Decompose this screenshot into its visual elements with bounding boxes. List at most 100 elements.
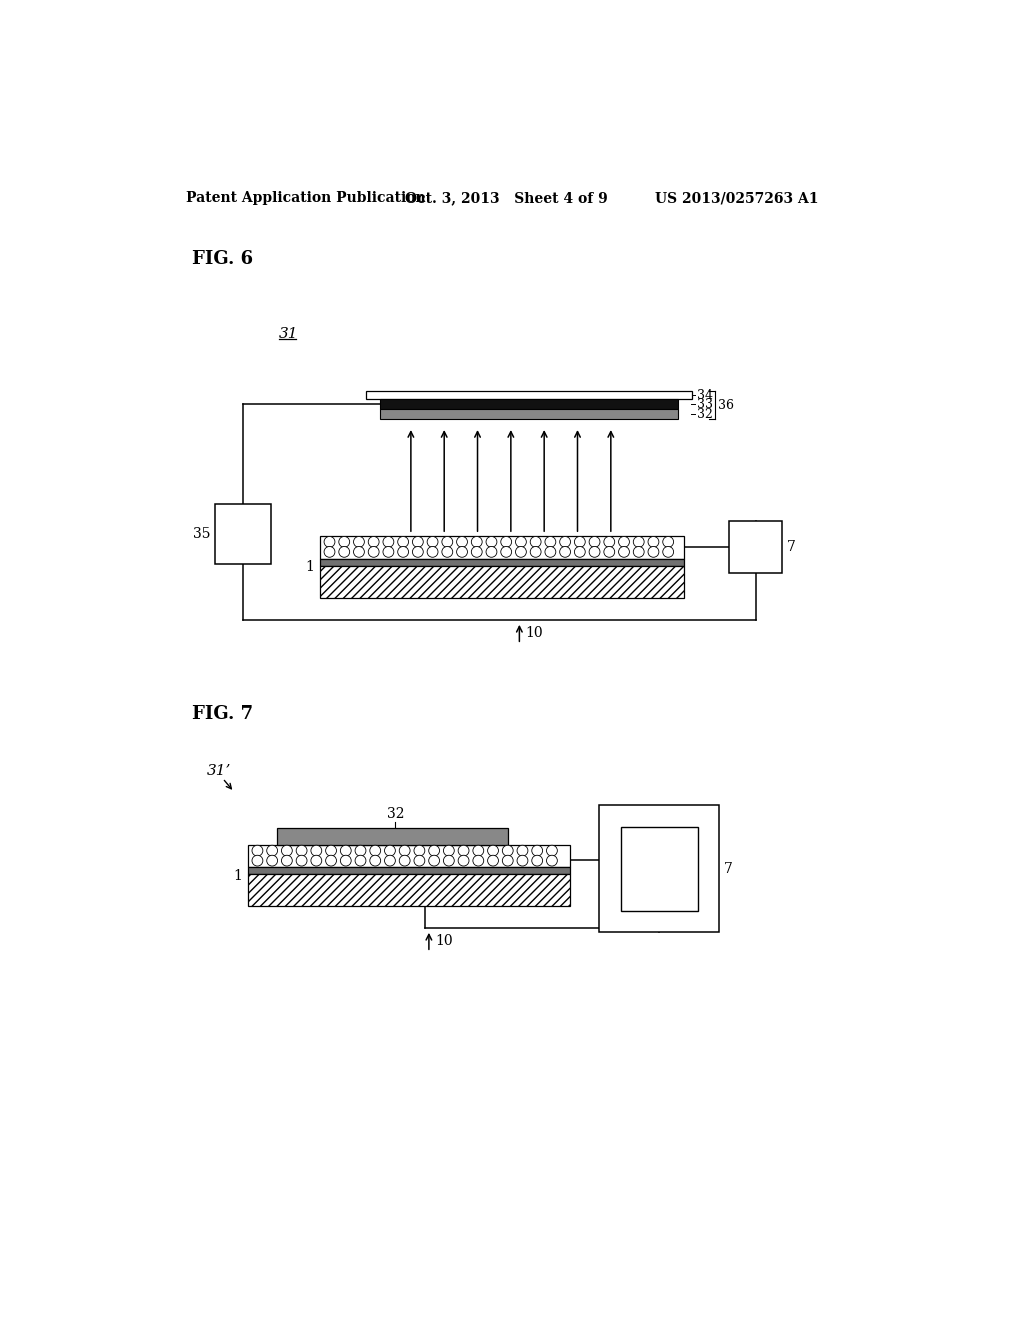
Circle shape — [385, 855, 395, 866]
Circle shape — [266, 845, 278, 857]
Bar — [276, 829, 508, 845]
Circle shape — [383, 546, 394, 557]
Bar — [621, 826, 697, 911]
Text: 1: 1 — [305, 560, 314, 574]
Bar — [321, 558, 684, 566]
Circle shape — [296, 845, 307, 857]
Circle shape — [385, 845, 395, 857]
Text: FIG. 7: FIG. 7 — [191, 705, 253, 723]
Circle shape — [589, 546, 600, 557]
Circle shape — [517, 845, 528, 857]
Circle shape — [547, 845, 557, 857]
Circle shape — [369, 536, 379, 548]
Circle shape — [370, 845, 381, 857]
Bar — [380, 400, 678, 409]
Text: 32: 32 — [697, 408, 713, 421]
Circle shape — [604, 546, 614, 557]
Circle shape — [397, 536, 409, 548]
Circle shape — [501, 546, 512, 557]
Circle shape — [503, 855, 513, 866]
Bar — [248, 867, 569, 874]
Circle shape — [442, 546, 453, 557]
Text: US 2013/0257263 A1: US 2013/0257263 A1 — [655, 191, 818, 206]
Circle shape — [324, 536, 335, 548]
Circle shape — [633, 546, 644, 557]
Text: 1: 1 — [233, 869, 242, 883]
Bar — [215, 504, 270, 564]
Circle shape — [457, 546, 467, 557]
Circle shape — [397, 546, 409, 557]
Bar — [321, 566, 684, 598]
Circle shape — [501, 536, 512, 548]
Circle shape — [355, 845, 366, 857]
Text: 7: 7 — [724, 862, 733, 875]
Circle shape — [442, 536, 453, 548]
Circle shape — [443, 845, 455, 857]
Circle shape — [574, 546, 586, 557]
Bar — [380, 409, 678, 420]
Circle shape — [353, 546, 365, 557]
Circle shape — [355, 855, 366, 866]
Circle shape — [413, 546, 423, 557]
Circle shape — [311, 845, 322, 857]
Text: 31’: 31’ — [207, 763, 231, 777]
Circle shape — [530, 546, 541, 557]
Bar — [729, 521, 782, 573]
Circle shape — [458, 845, 469, 857]
Circle shape — [471, 536, 482, 548]
Circle shape — [515, 546, 526, 557]
Circle shape — [663, 546, 674, 557]
Circle shape — [560, 546, 570, 557]
Text: FIG. 6: FIG. 6 — [191, 249, 253, 268]
Circle shape — [487, 855, 499, 866]
Text: 10: 10 — [435, 933, 453, 948]
Circle shape — [266, 855, 278, 866]
Circle shape — [471, 546, 482, 557]
Circle shape — [326, 845, 337, 857]
Text: Oct. 3, 2013   Sheet 4 of 9: Oct. 3, 2013 Sheet 4 of 9 — [406, 191, 608, 206]
Text: 7: 7 — [786, 540, 796, 554]
Circle shape — [458, 855, 469, 866]
Circle shape — [282, 845, 292, 857]
Circle shape — [517, 855, 528, 866]
Circle shape — [311, 855, 322, 866]
Circle shape — [383, 536, 394, 548]
Bar — [248, 874, 569, 906]
Circle shape — [560, 536, 570, 548]
Bar — [321, 536, 684, 558]
Circle shape — [530, 536, 541, 548]
Text: 36: 36 — [718, 399, 734, 412]
Circle shape — [589, 536, 600, 548]
Circle shape — [648, 546, 658, 557]
Circle shape — [574, 536, 586, 548]
Text: Patent Application Publication: Patent Application Publication — [186, 191, 426, 206]
Circle shape — [547, 855, 557, 866]
Circle shape — [473, 855, 483, 866]
Circle shape — [648, 536, 658, 548]
Circle shape — [531, 845, 543, 857]
Circle shape — [604, 536, 614, 548]
Text: 34: 34 — [697, 388, 713, 401]
Circle shape — [414, 855, 425, 866]
Bar — [248, 845, 569, 867]
Circle shape — [443, 855, 455, 866]
Circle shape — [545, 546, 556, 557]
Text: 31: 31 — [280, 327, 299, 341]
Circle shape — [399, 855, 410, 866]
Circle shape — [486, 546, 497, 557]
Text: 33: 33 — [697, 397, 713, 411]
Circle shape — [296, 855, 307, 866]
Circle shape — [457, 536, 467, 548]
Circle shape — [282, 855, 292, 866]
Circle shape — [252, 855, 263, 866]
Circle shape — [414, 845, 425, 857]
Circle shape — [618, 546, 630, 557]
Circle shape — [487, 845, 499, 857]
Circle shape — [503, 845, 513, 857]
Circle shape — [427, 546, 438, 557]
Bar — [599, 805, 719, 932]
Circle shape — [429, 845, 439, 857]
Circle shape — [252, 845, 263, 857]
Bar — [366, 391, 692, 400]
Circle shape — [618, 536, 630, 548]
